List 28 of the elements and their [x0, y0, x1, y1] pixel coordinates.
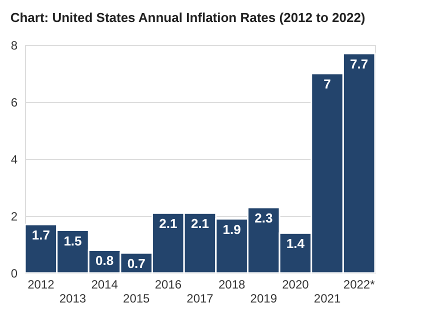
x-tick-label: 2019 — [250, 292, 278, 306]
data-label: 2.1 — [159, 216, 178, 232]
chart-title: Chart: United States Annual Inflation Rates (2012 to 2022) — [10, 10, 366, 25]
y-tick-label: 4 — [10, 152, 18, 166]
y-tick-label: 0 — [10, 266, 18, 280]
data-label: 1.5 — [64, 233, 82, 248]
x-tick-label: 2022* — [343, 278, 376, 292]
y-tick-label: 6 — [10, 96, 18, 110]
data-label: 7.7 — [350, 56, 368, 72]
x-tick-label: 2012 — [28, 278, 55, 292]
y-tick-label: 2 — [10, 210, 18, 224]
x-tick-label: 2016 — [154, 278, 182, 292]
x-tick-label: 2020 — [282, 278, 310, 292]
data-label: 0.8 — [96, 253, 114, 268]
data-label: 2.1 — [190, 216, 210, 232]
data-label: 2.3 — [254, 210, 273, 226]
y-tick-label: 8 — [10, 38, 18, 52]
x-tick-label: 2013 — [59, 292, 86, 306]
x-tick-label: 2021 — [314, 292, 341, 306]
data-label: 0.7 — [127, 256, 146, 272]
data-label: 1.4 — [286, 236, 306, 252]
x-tick-label: 2014 — [91, 278, 118, 292]
data-label: 7 — [324, 76, 331, 92]
x-tick-label: 2015 — [123, 292, 150, 306]
x-tick-label: 2018 — [218, 278, 246, 292]
data-label: 1.9 — [222, 222, 241, 237]
data-label: 1.7 — [32, 228, 50, 243]
x-tick-label: 2017 — [186, 292, 214, 306]
